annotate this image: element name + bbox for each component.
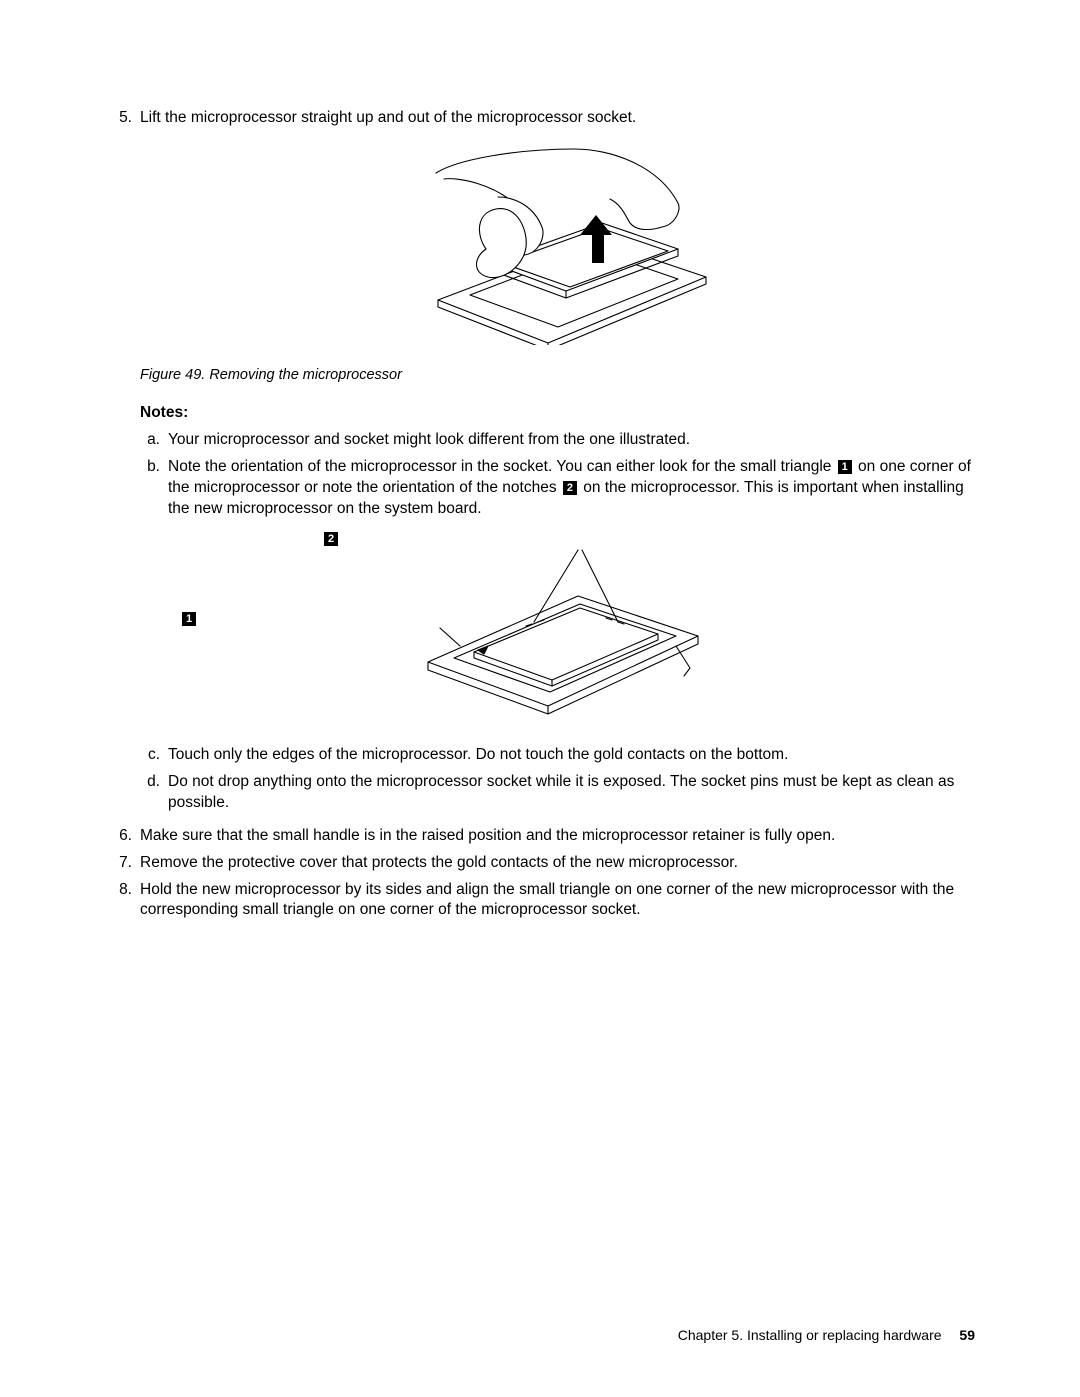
step-8: 8. Hold the new microprocessor by its si… [110, 880, 975, 922]
note-letter: c. [140, 745, 168, 766]
footer-page-number: 59 [959, 1327, 975, 1343]
step-number: 6. [110, 826, 140, 847]
step-7: 7. Remove the protective cover that prot… [110, 853, 975, 874]
figure-49 [140, 135, 975, 352]
callout-1-icon: 1 [838, 460, 852, 474]
step-number: 7. [110, 853, 140, 874]
note-a: a. Your microprocessor and socket might … [140, 430, 975, 451]
step-number: 5. [110, 108, 140, 820]
note-text: Touch only the edges of the microprocess… [168, 745, 975, 766]
step-number: 8. [110, 880, 140, 922]
note-letter: b. [140, 457, 168, 520]
notes-list: a. Your microprocessor and socket might … [140, 430, 975, 520]
figure-orientation: 1 2 [140, 526, 975, 733]
figure-49-illustration [378, 135, 738, 345]
manual-page: 5. Lift the microprocessor straight up a… [0, 0, 1080, 1397]
note-b: b. Note the orientation of the microproc… [140, 457, 975, 520]
step-5: 5. Lift the microprocessor straight up a… [110, 108, 975, 820]
figure-49-caption: Figure 49. Removing the microprocessor [140, 366, 975, 386]
note-text: Note the orientation of the microprocess… [168, 457, 975, 520]
footer-chapter: Chapter 5. Installing or replacing hardw… [678, 1327, 942, 1343]
callout-2-icon: 2 [563, 481, 577, 495]
note-c: c. Touch only the edges of the microproc… [140, 745, 975, 766]
note-text: Your microprocessor and socket might loo… [168, 430, 975, 451]
note-b-part1: Note the orientation of the microprocess… [168, 458, 836, 475]
step-text: Lift the microprocessor straight up and … [140, 108, 975, 129]
note-letter: d. [140, 772, 168, 814]
notes-heading: Notes: [140, 403, 975, 424]
step-text: Hold the new microprocessor by its sides… [140, 880, 975, 922]
note-d: d. Do not drop anything onto the micropr… [140, 772, 975, 814]
note-text: Do not drop anything onto the microproce… [168, 772, 975, 814]
step-6: 6. Make sure that the small handle is in… [110, 826, 975, 847]
diagram-callout-2-icon: 2 [324, 532, 338, 546]
note-letter: a. [140, 430, 168, 451]
notes-list-continued: c. Touch only the edges of the microproc… [140, 745, 975, 814]
step-text: Remove the protective cover that protect… [140, 853, 975, 874]
step-list: 5. Lift the microprocessor straight up a… [110, 108, 975, 921]
orientation-illustration [388, 526, 728, 726]
page-footer: Chapter 5. Installing or replacing hardw… [678, 1326, 975, 1345]
step-text: Make sure that the small handle is in th… [140, 826, 975, 847]
diagram-callout-1-icon: 1 [182, 612, 196, 626]
